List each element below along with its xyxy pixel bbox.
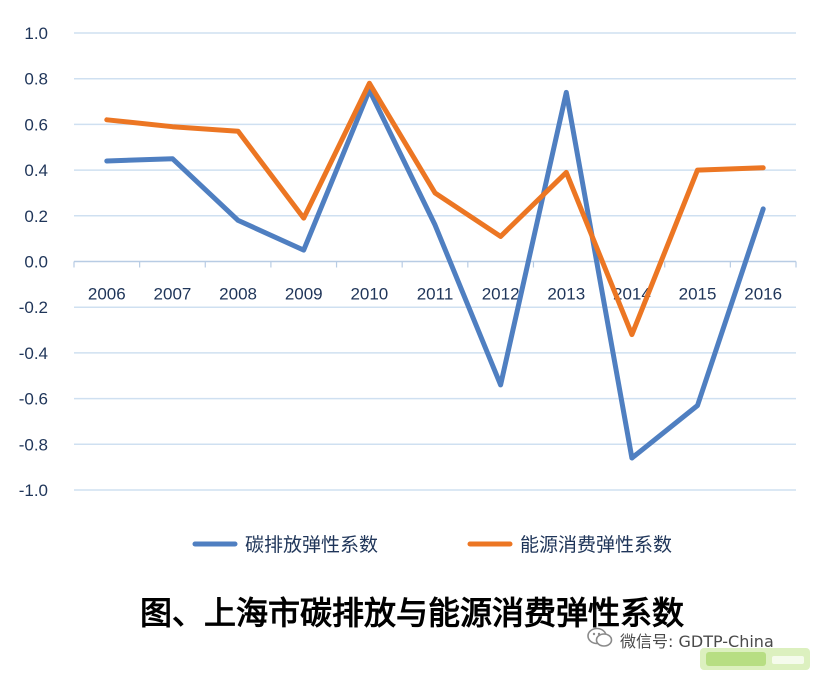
watermark-wechat-id: 微信号: GDTP-China (620, 632, 774, 651)
gridlines (74, 32, 796, 491)
x-tick-label: 2016 (744, 285, 782, 304)
series-line-2 (104, 80, 766, 338)
y-tick-label: 0.0 (24, 253, 48, 272)
y-tick-label: -0.4 (19, 344, 48, 363)
chart-caption: 图、上海市碳排放与能源消费弹性系数 (139, 594, 684, 632)
series-lines (104, 80, 766, 461)
x-tick-label: 2013 (547, 285, 585, 304)
y-tick-label: -0.6 (19, 390, 48, 409)
watermark-logo (700, 648, 810, 670)
x-tick-label: 2006 (88, 285, 126, 304)
x-tick-label: 2010 (350, 285, 388, 304)
wechat-icon (587, 627, 613, 647)
y-tick-label: -0.2 (19, 298, 48, 317)
legend-label: 碳排放弹性系数 (245, 534, 378, 556)
y-tick-label: 1.0 (24, 24, 48, 43)
x-tick-label: 2008 (219, 285, 257, 304)
series-line-1 (104, 87, 766, 461)
x-tick-label: 2011 (417, 285, 454, 304)
y-tick-label: 0.4 (24, 161, 48, 180)
legend: 碳排放弹性系数 能源消费弹性系数 (192, 534, 672, 556)
watermark: 微信号: GDTP-China (580, 624, 816, 670)
y-tick-label: -1.0 (19, 481, 48, 500)
x-tick-label: 2014 (613, 285, 651, 304)
y-axis-ticks: 1.0 0.8 0.6 0.4 0.2 0.0 -0.2 -0.4 -0.6 -0.8 -1.0 (19, 24, 48, 500)
x-tick-label: 2009 (285, 285, 323, 304)
line-chart: 1.0 0.8 0.6 0.4 0.2 0.0 -0.2 -0.4 -0.6 -0.8 -1.0 2… (19, 24, 797, 556)
x-tick-label: 2007 (154, 285, 192, 304)
y-tick-label: 0.8 (24, 70, 48, 89)
y-tick-label: 0.2 (24, 207, 48, 226)
y-tick-label: 0.6 (24, 115, 48, 134)
x-tick-label: 2012 (482, 285, 520, 304)
y-tick-label: -0.8 (19, 435, 48, 454)
x-tick-label: 2015 (679, 285, 717, 304)
x-axis: 2006 2007 2008 2009 2010 2011 2012 2013 2014 2015… (73, 260, 797, 304)
legend-label: 能源消费弹性系数 (520, 534, 672, 556)
